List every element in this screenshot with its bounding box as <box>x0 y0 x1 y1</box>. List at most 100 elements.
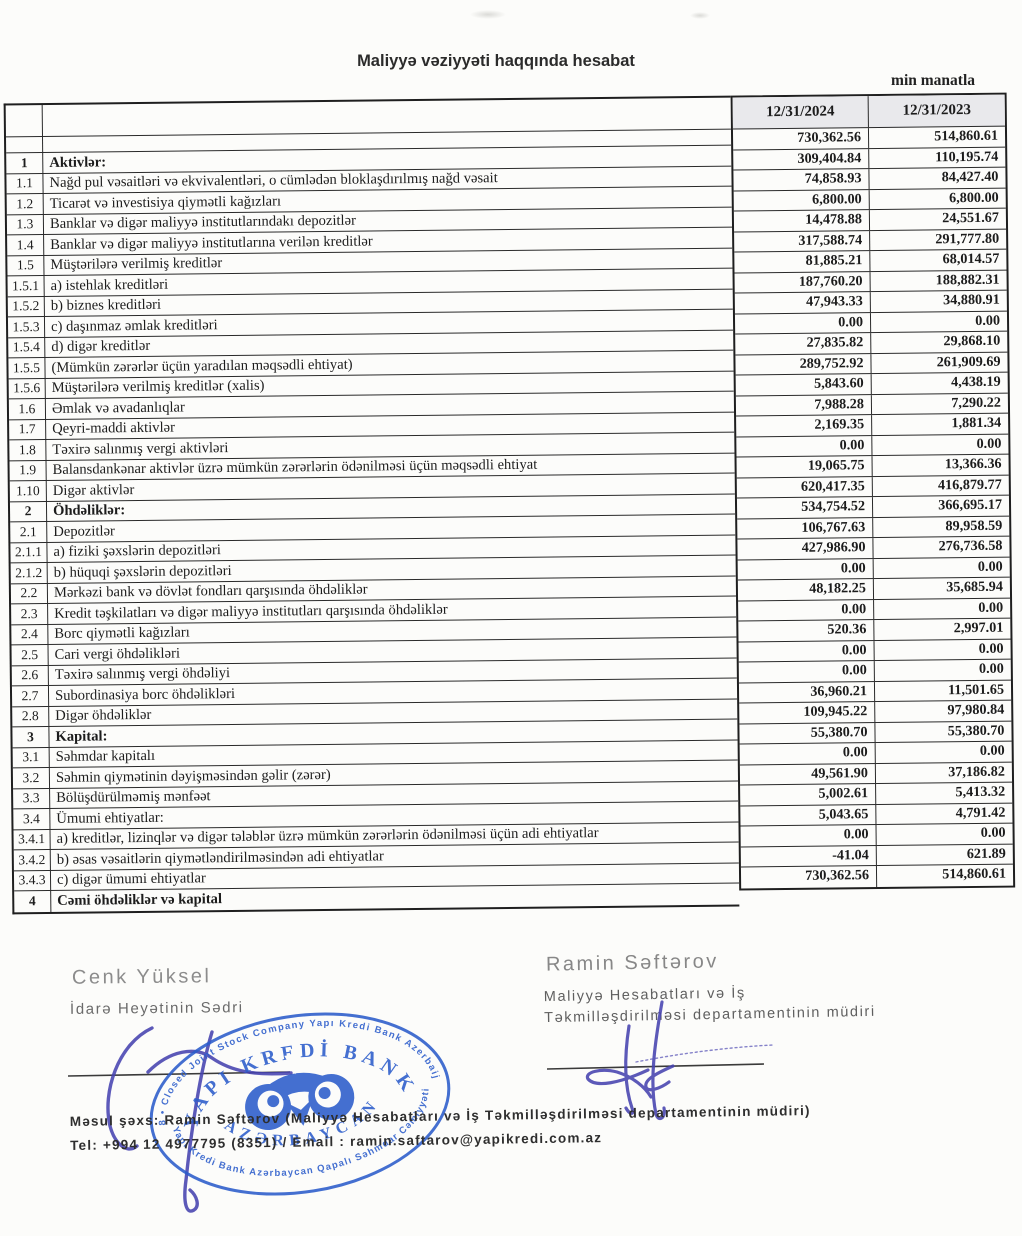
value-2024: 0.00 <box>738 599 875 621</box>
value-2024: 0.00 <box>736 435 873 457</box>
value-2023: 0.00 <box>977 558 1003 575</box>
row-number: 1.5.6 <box>8 378 46 399</box>
row-number: 1.5.5 <box>8 358 46 378</box>
value-2024: 534,754.52 <box>736 497 874 519</box>
row-number: 1.8 <box>9 440 47 460</box>
table-value-row: 81,885.21 68,014.57 <box>734 249 1007 274</box>
value-2024: 81,885.21 <box>734 251 871 273</box>
table-value-row: 0.00 0.00 <box>738 659 1011 684</box>
table-value-row: -41.04 621.89 <box>740 844 1013 868</box>
table-value-row: 2,169.35 1,881.34 <box>736 413 1009 438</box>
signatory-right-name: Ramin Səftərov <box>545 950 720 976</box>
value-2023: 2,997.01 <box>953 619 1004 637</box>
scan-artifact <box>470 10 506 19</box>
row-number: 3 <box>12 726 50 747</box>
value-2023: 84,427.40 <box>941 168 999 186</box>
row-number: 1.2 <box>6 194 44 214</box>
table-value-row: 534,754.52 366,695.17 <box>736 495 1010 520</box>
value-2024: 47,943.33 <box>734 292 871 314</box>
column-header-2023: 12/31/2023 <box>902 101 972 119</box>
table-value-row: 0.00 0.00 <box>734 311 1008 335</box>
value-2023: 1,881.34 <box>951 414 1002 432</box>
table-value-row: 289,752.92 261,909.69 <box>735 352 1008 376</box>
value-2024: 74,858.93 <box>733 169 870 191</box>
value-2023: 35,685.94 <box>946 578 1004 596</box>
row-number: 2.2 <box>10 583 49 604</box>
value-2023: 13,366.36 <box>944 455 1002 473</box>
value-2024: 7,988.28 <box>735 394 873 416</box>
value-2024: 0.00 <box>739 743 876 765</box>
value-2023: 416,879.77 <box>937 476 1002 493</box>
value-2024: 187,760.20 <box>734 271 871 293</box>
row-number: 1.1 <box>6 173 44 194</box>
signatory-right-title-line1: Maliyyə Hesabatları və İş <box>543 985 746 1006</box>
value-2023: 34,880.91 <box>942 291 1000 309</box>
row-number: 3.1 <box>12 747 50 768</box>
table-value-row: 0.00 0.00 <box>738 639 1011 663</box>
table-date-header: 12/31/2024 12/31/2023 <box>732 94 1005 130</box>
value-2023: 188,882.31 <box>935 271 1000 288</box>
row-number: 1.9 <box>9 460 47 481</box>
table-value-row: 0.00 0.00 <box>739 741 1012 766</box>
spacer-num-cell <box>6 137 44 153</box>
value-2024: 5,043.65 <box>740 804 877 826</box>
value-2024: 36,960.21 <box>738 681 876 703</box>
value-2024: 730,362.56 <box>740 866 878 889</box>
value-2024: 55,380.70 <box>739 722 876 744</box>
table-label-grid: 1 Aktivlər: 1.1 Nağd pul vəsaitləri və ekvi… <box>3 95 740 914</box>
table-value-row: 106,767.63 89,958.59 <box>737 516 1010 540</box>
table-value-row: 309,404.84 110,195.74 <box>733 147 1006 171</box>
value-2023: 37,186.82 <box>948 763 1006 780</box>
signature-line-right <box>546 1063 765 1070</box>
table-value-row: 49,561.90 37,186.82 <box>739 762 1013 786</box>
value-2023: 68,014.57 <box>942 250 1000 268</box>
table-value-row: 55,380.70 55,380.70 <box>739 721 1012 745</box>
value-2024: 106,767.63 <box>737 517 874 539</box>
row-number: 4 <box>14 890 52 912</box>
scan-artifact <box>690 12 710 19</box>
value-2023: 24,551.67 <box>942 209 1000 227</box>
value-2024: -41.04 <box>740 845 877 867</box>
value-2023: 4,791.42 <box>955 804 1006 821</box>
row-number: 2.8 <box>12 706 50 727</box>
value-2023: 7,290.22 <box>951 394 1002 411</box>
signatory-left-name: Cenk Yüksel <box>71 965 212 989</box>
value-2024: 49,561.90 <box>739 763 877 785</box>
value-2024: 48,182.25 <box>737 579 875 601</box>
table-value-row: 5,043.65 4,791.42 <box>740 803 1013 827</box>
signatory-right-title-line2: Təkmilləşdirilməsi departamentinin müdir… <box>544 1003 876 1027</box>
value-2023: 0.00 <box>976 435 1002 452</box>
table-value-row: 109,945.22 97,980.84 <box>739 700 1012 725</box>
table-value-row: 14,478.88 24,551.67 <box>733 208 1007 233</box>
row-number: 2.1.2 <box>10 563 48 583</box>
value-2023: 0.00 <box>978 599 1004 616</box>
row-number: 3.3 <box>13 788 51 809</box>
row-number: 3.4 <box>13 808 51 829</box>
value-2023: 97,980.84 <box>947 701 1005 719</box>
row-number: 1.5.2 <box>7 296 45 317</box>
value-2024: 520.36 <box>738 620 875 642</box>
value-2024: 309,404.84 <box>733 148 870 170</box>
table-value-row: 187,760.20 188,882.31 <box>734 270 1007 294</box>
value-2023: 4,438.19 <box>950 373 1001 391</box>
signatory-right-title: Maliyyə Hesabatları və İş Təkmilləşdiril… <box>544 981 876 1029</box>
table-value-row: 427,986.90 276,736.58 <box>737 536 1010 561</box>
table-value-row: 5,843.60 4,438.19 <box>735 372 1008 397</box>
row-number: 2.4 <box>11 624 49 645</box>
row-number: 1.5.3 <box>7 317 46 337</box>
row-number: 1.5.4 <box>8 337 46 358</box>
row-number: 3.4.2 <box>13 849 51 870</box>
row-number: 2 <box>9 501 48 522</box>
header-num-cell <box>5 105 43 137</box>
value-2023: 276,736.58 <box>938 537 1003 555</box>
row-number: 2.5 <box>11 644 49 665</box>
value-2023: 514,860.61 <box>942 865 1007 883</box>
value-2024: 2,169.35 <box>736 415 873 437</box>
value-2023: 0.00 <box>978 660 1004 677</box>
value-2023: 514,860.61 <box>934 127 999 145</box>
table-value-row: 0.00 0.00 <box>737 557 1010 581</box>
value-2024: 0.00 <box>737 558 874 580</box>
value-2023: 0.00 <box>980 824 1006 841</box>
value-2024: 5,843.60 <box>735 374 872 396</box>
value-2023: 55,380.70 <box>947 722 1005 739</box>
